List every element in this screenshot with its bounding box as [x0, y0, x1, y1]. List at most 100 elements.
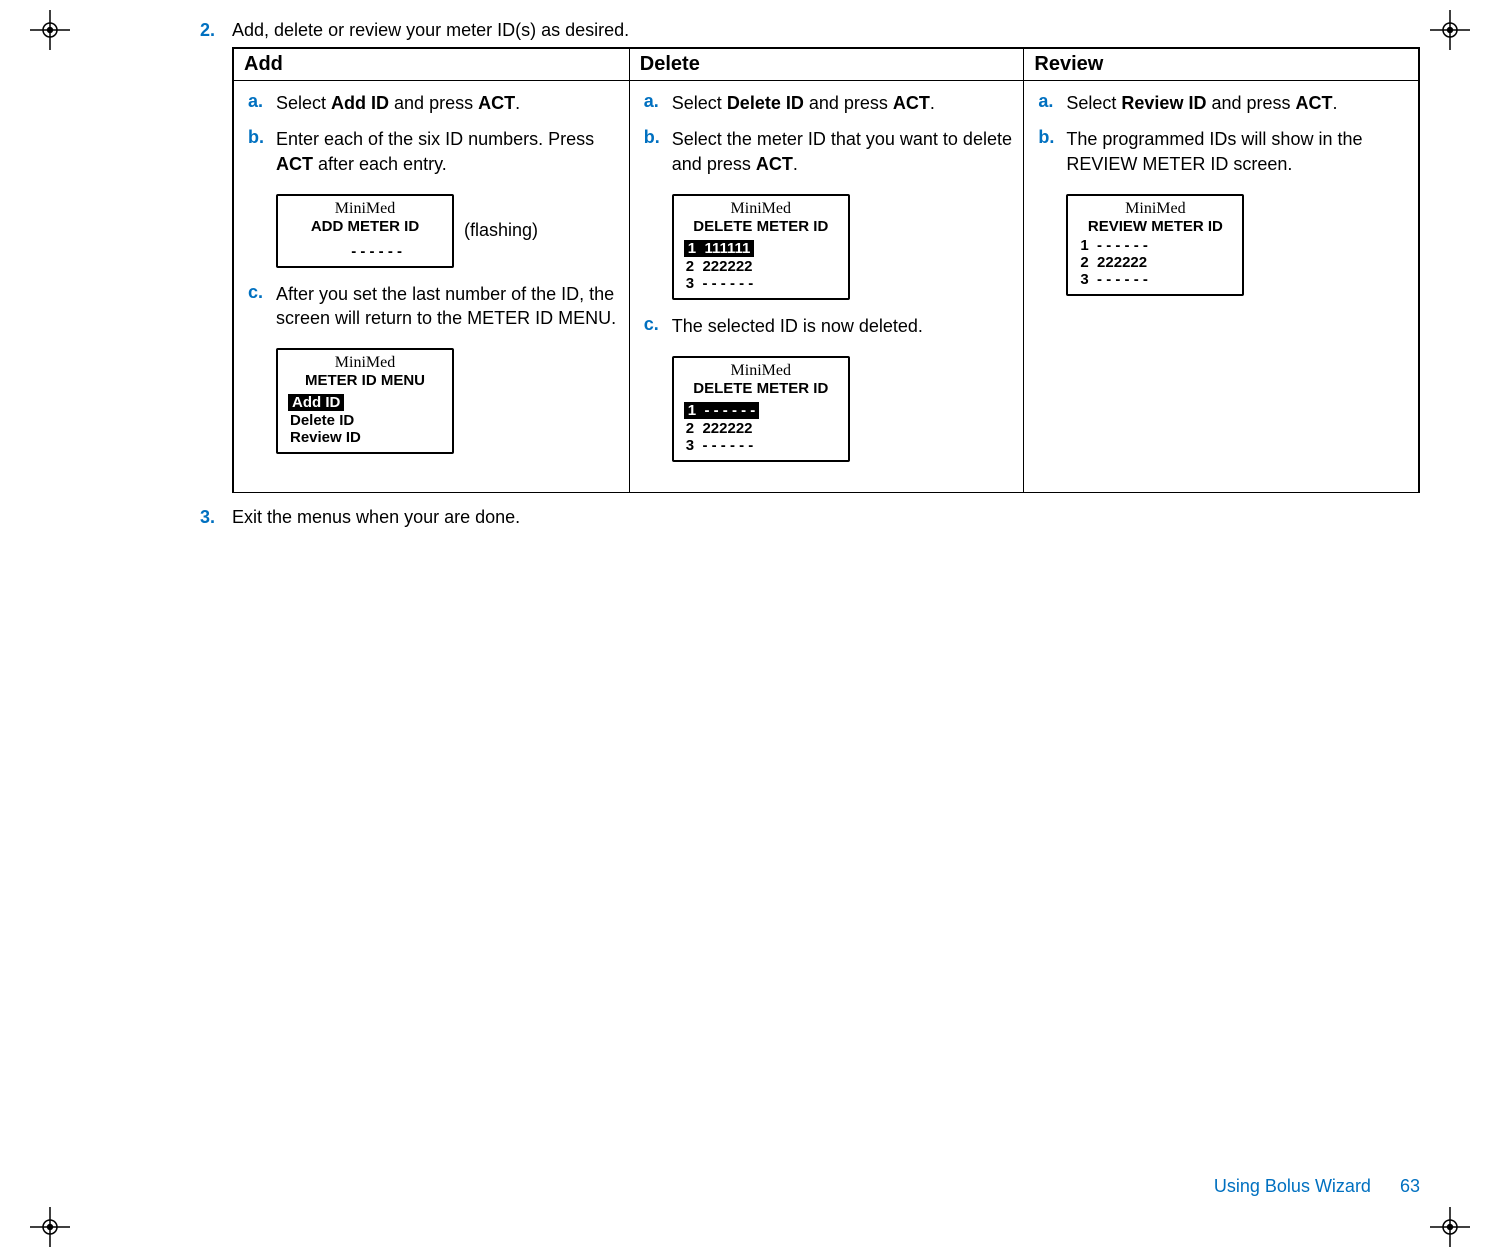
device-screen: MiniMed ADD METER ID - - - - - -	[276, 194, 454, 268]
screen-line: 2 222222	[1078, 254, 1232, 271]
screen-line-selected: 1 111111	[684, 240, 755, 257]
add-step-a: a. Select Add ID and press ACT.	[248, 91, 619, 115]
page-footer: Using Bolus Wizard 63	[1214, 1176, 1420, 1197]
key-name: ACT	[478, 93, 515, 113]
screen-brand: MiniMed	[288, 354, 442, 372]
key-name: ACT	[893, 93, 930, 113]
col-header-add: Add	[234, 49, 630, 81]
step-3: 3. Exit the menus when your are done.	[200, 507, 1420, 528]
bold-text: Add ID	[331, 93, 389, 113]
step-letter: b.	[248, 127, 276, 148]
screen-line: - - - - - -	[288, 237, 442, 260]
crop-mark-icon	[1430, 1207, 1470, 1247]
add-step-c: c. After you set the last number of the …	[248, 282, 619, 331]
text: .	[515, 93, 520, 113]
screen-heading: DELETE METER ID	[684, 380, 838, 397]
cell-review: a. Select Review ID and press ACT. b. Th…	[1024, 81, 1419, 493]
screen-add-id: MiniMed ADD METER ID - - - - - - (flashi…	[276, 194, 538, 268]
text: and press	[1206, 93, 1295, 113]
screen-heading: ADD METER ID	[288, 218, 442, 235]
step-letter: b.	[1038, 127, 1066, 148]
review-step-b: b. The programmed IDs will show in the R…	[1038, 127, 1408, 176]
crop-mark-icon	[30, 1207, 70, 1247]
key-name: ACT	[756, 154, 793, 174]
text: Select	[1066, 93, 1121, 113]
screen-delete-1: MiniMed DELETE METER ID 1 111111 2 22222…	[672, 194, 850, 300]
screen-line: 1 - - - - - -	[1078, 237, 1232, 254]
screen-line: 2 222222	[684, 258, 838, 275]
screen-brand: MiniMed	[1078, 200, 1232, 218]
step-letter: b.	[644, 127, 672, 148]
screen-brand: MiniMed	[684, 200, 838, 218]
text: Select	[672, 93, 727, 113]
bold-text: Review ID	[1121, 93, 1206, 113]
page: 2. Add, delete or review your meter ID(s…	[0, 0, 1500, 1257]
step-letter: c.	[248, 282, 276, 303]
screen-heading: REVIEW METER ID	[1078, 218, 1232, 235]
key-name: ACT	[276, 154, 313, 174]
add-step-b: b. Enter each of the six ID numbers. Pre…	[248, 127, 619, 176]
step-letter: c.	[644, 314, 672, 335]
text: .	[930, 93, 935, 113]
col-header-delete: Delete	[629, 49, 1024, 81]
screen-review: MiniMed REVIEW METER ID 1 - - - - - - 2 …	[1066, 194, 1244, 296]
step-body: Select Delete ID and press ACT.	[672, 91, 1014, 115]
device-screen: MiniMed REVIEW METER ID 1 - - - - - - 2 …	[1066, 194, 1244, 296]
flashing-note: (flashing)	[464, 220, 538, 241]
bold-text: Delete ID	[727, 93, 804, 113]
text: Select	[276, 93, 331, 113]
step-number: 2.	[200, 20, 232, 41]
review-step-a: a. Select Review ID and press ACT.	[1038, 91, 1408, 115]
step-body: Enter each of the six ID numbers. Press …	[276, 127, 619, 176]
delete-step-c: c. The selected ID is now deleted.	[644, 314, 1014, 338]
crop-mark-icon	[30, 10, 70, 50]
key-name: ACT	[1296, 93, 1333, 113]
delete-step-a: a. Select Delete ID and press ACT.	[644, 91, 1014, 115]
crop-mark-icon	[1430, 10, 1470, 50]
screen-line: 3 - - - - - -	[684, 275, 838, 292]
step-text: Add, delete or review your meter ID(s) a…	[232, 20, 1420, 41]
screen-line: 3 - - - - - -	[1078, 271, 1232, 288]
screen-brand: MiniMed	[288, 200, 442, 218]
step-2: 2. Add, delete or review your meter ID(s…	[200, 20, 1420, 41]
device-screen: MiniMed DELETE METER ID 1 111111 2 22222…	[672, 194, 850, 300]
step-body: Select Review ID and press ACT.	[1066, 91, 1408, 115]
device-screen: MiniMed METER ID MENU Add ID Delete ID R…	[276, 348, 454, 454]
text: .	[1333, 93, 1338, 113]
instruction-table: Add Delete Review a. Select Add ID and p…	[232, 47, 1420, 493]
delete-step-b: b. Select the meter ID that you want to …	[644, 127, 1014, 176]
screen-delete-2: MiniMed DELETE METER ID 1 - - - - - - 2 …	[672, 356, 850, 462]
text: and press	[804, 93, 893, 113]
step-body: After you set the last number of the ID,…	[276, 282, 619, 331]
step-body: Select Add ID and press ACT.	[276, 91, 619, 115]
device-screen: MiniMed DELETE METER ID 1 - - - - - - 2 …	[672, 356, 850, 462]
screen-heading: DELETE METER ID	[684, 218, 838, 235]
screen-line: 3 - - - - - -	[684, 437, 838, 454]
screen-line-selected: 1 - - - - - -	[684, 402, 760, 419]
footer-section: Using Bolus Wizard	[1214, 1176, 1371, 1196]
screen-line-selected: Add ID	[288, 394, 344, 411]
screen-line: 2 222222	[684, 420, 838, 437]
text: Select the meter ID that you want to del…	[672, 129, 1012, 173]
screen-brand: MiniMed	[684, 362, 838, 380]
screen-heading: METER ID MENU	[288, 372, 442, 389]
screen-line: Review ID	[288, 429, 442, 446]
footer-page-number: 63	[1400, 1176, 1420, 1196]
text: .	[793, 154, 798, 174]
cell-add: a. Select Add ID and press ACT. b. Enter…	[234, 81, 630, 493]
table-header-row: Add Delete Review	[234, 49, 1419, 81]
text: after each entry.	[313, 154, 447, 174]
text: Enter each of the six ID numbers. Press	[276, 129, 594, 149]
screen-line: Delete ID	[288, 412, 442, 429]
table-row: a. Select Add ID and press ACT. b. Enter…	[234, 81, 1419, 493]
step-text: Exit the menus when your are done.	[232, 507, 1420, 528]
step-letter: a.	[644, 91, 672, 112]
step-letter: a.	[248, 91, 276, 112]
text: and press	[389, 93, 478, 113]
step-number: 3.	[200, 507, 232, 528]
screen-meter-id-menu: MiniMed METER ID MENU Add ID Delete ID R…	[276, 348, 454, 454]
step-body: The programmed IDs will show in the REVI…	[1066, 127, 1408, 176]
step-body: The selected ID is now deleted.	[672, 314, 1014, 338]
cell-delete: a. Select Delete ID and press ACT. b. Se…	[629, 81, 1024, 493]
step-body: Select the meter ID that you want to del…	[672, 127, 1014, 176]
